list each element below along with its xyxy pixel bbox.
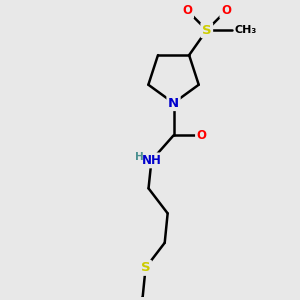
Text: S: S <box>141 261 150 274</box>
Text: O: O <box>196 129 206 142</box>
Text: CH₃: CH₃ <box>234 25 256 35</box>
Text: O: O <box>221 4 231 17</box>
Text: O: O <box>183 4 193 17</box>
Text: H: H <box>135 152 143 162</box>
Text: NH: NH <box>142 154 161 167</box>
Text: S: S <box>202 24 211 37</box>
Text: N: N <box>168 97 179 110</box>
